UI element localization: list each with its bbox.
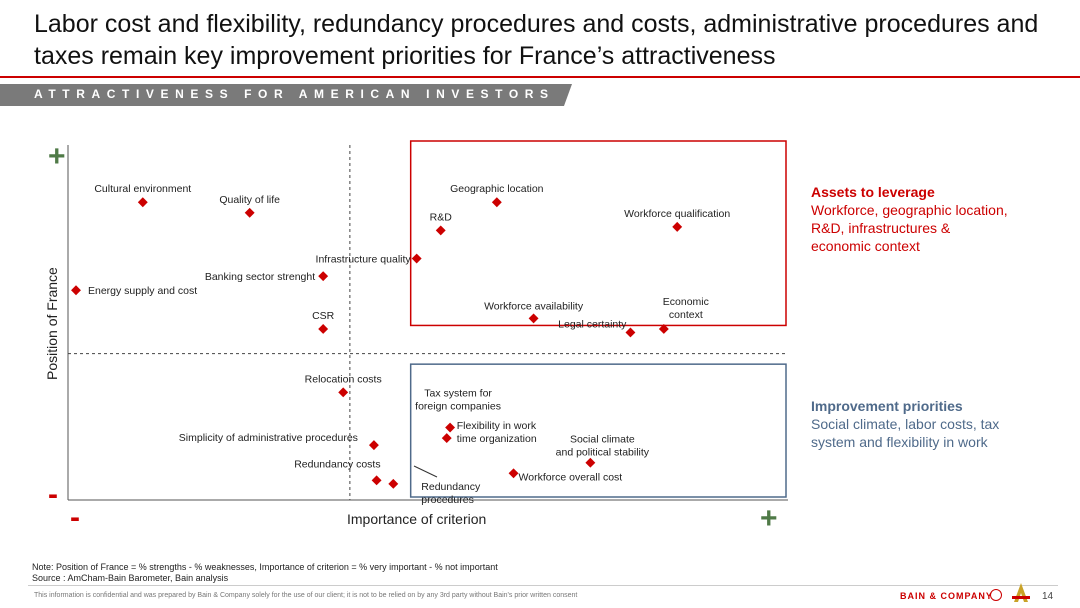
y-minus-sign: - bbox=[48, 478, 58, 511]
data-point bbox=[672, 221, 683, 232]
data-point bbox=[244, 207, 255, 218]
improvement-legend-body: Social climate, labor costs, tax system … bbox=[811, 416, 1000, 450]
data-point-label: Economic context bbox=[663, 296, 709, 321]
amcham-logo-icon bbox=[1012, 583, 1030, 602]
data-point-label: Legal certainty bbox=[558, 318, 627, 330]
bain-logo-text: BAIN & COMPANY bbox=[900, 591, 993, 601]
data-point-label: Quality of life bbox=[219, 194, 280, 206]
data-point bbox=[71, 285, 81, 296]
assets-legend: Assets to leverage Workforce, geographic… bbox=[811, 183, 1011, 255]
data-point-label: Simplicity of administrative procedures bbox=[179, 432, 358, 444]
footer-divider bbox=[28, 585, 1058, 586]
page-number: 14 bbox=[1042, 591, 1054, 602]
data-point bbox=[318, 271, 329, 282]
data-point bbox=[338, 387, 349, 398]
improvement-legend: Improvement priorities Social climate, l… bbox=[811, 397, 1011, 451]
data-point-label: Social climate and political stability bbox=[556, 434, 650, 459]
improvement-box bbox=[409, 363, 787, 498]
data-point-label: Geographic location bbox=[450, 183, 544, 195]
improvement-legend-title: Improvement priorities bbox=[811, 398, 963, 414]
data-point-label: Workforce qualification bbox=[624, 208, 730, 220]
data-point bbox=[388, 478, 399, 489]
data-point bbox=[491, 197, 502, 208]
confidentiality-notice: This information is confidential and was… bbox=[34, 592, 578, 599]
data-point bbox=[411, 253, 422, 264]
data-point bbox=[368, 440, 379, 451]
assets-legend-body: Workforce, geographic location, R&D, inf… bbox=[811, 202, 1008, 254]
section-banner-label: ATTRACTIVENESS FOR AMERICAN INVESTORS bbox=[34, 87, 555, 101]
section-banner: ATTRACTIVENESS FOR AMERICAN INVESTORS bbox=[0, 84, 572, 106]
chart-source: Source : AmCham-Bain Barometer, Bain ana… bbox=[32, 573, 229, 583]
x-minus-sign: - bbox=[70, 501, 80, 534]
data-point-label: Infrastructure quality bbox=[316, 254, 412, 266]
assets-legend-title: Assets to leverage bbox=[811, 184, 935, 200]
data-point bbox=[625, 327, 636, 338]
data-point bbox=[441, 433, 452, 444]
data-point bbox=[371, 475, 382, 486]
data-point bbox=[445, 422, 456, 433]
y-plus-sign: + bbox=[48, 140, 66, 173]
redundancy-procedures-leader bbox=[413, 465, 438, 478]
data-point-label: Energy supply and cost bbox=[88, 285, 197, 297]
data-point-label: Flexibility in work time organization bbox=[457, 420, 537, 445]
data-point-label: Banking sector strenght bbox=[205, 271, 315, 283]
assets-box bbox=[409, 140, 787, 327]
data-point bbox=[137, 197, 148, 208]
data-point-label: R&D bbox=[430, 211, 453, 223]
data-point-label: Workforce overall cost bbox=[519, 471, 623, 483]
data-point-label: Relocation costs bbox=[305, 373, 382, 385]
bain-logo-icon bbox=[990, 589, 1002, 601]
data-point-label: Redundancy costs bbox=[294, 458, 380, 470]
data-point-label: Tax system for foreign companies bbox=[415, 388, 501, 413]
data-point bbox=[528, 313, 539, 324]
data-point bbox=[585, 457, 596, 468]
page-title: Labor cost and flexibility, redundancy p… bbox=[34, 10, 1039, 70]
data-point bbox=[508, 468, 519, 479]
title-divider bbox=[0, 76, 1080, 78]
x-plus-sign: + bbox=[760, 502, 778, 535]
data-point-label: CSR bbox=[312, 310, 335, 322]
x-axis-label: Importance of criterion bbox=[347, 511, 487, 527]
data-point bbox=[658, 324, 669, 334]
data-point bbox=[318, 324, 329, 334]
chart-note: Note: Position of France = % strengths -… bbox=[32, 562, 498, 572]
data-point-label: Redundancy procedures bbox=[421, 481, 481, 506]
data-point bbox=[435, 225, 446, 236]
y-axis-label: Position of France bbox=[44, 267, 60, 380]
data-point-label: Cultural environment bbox=[94, 183, 191, 195]
data-point-label: Workforce availability bbox=[484, 300, 584, 312]
